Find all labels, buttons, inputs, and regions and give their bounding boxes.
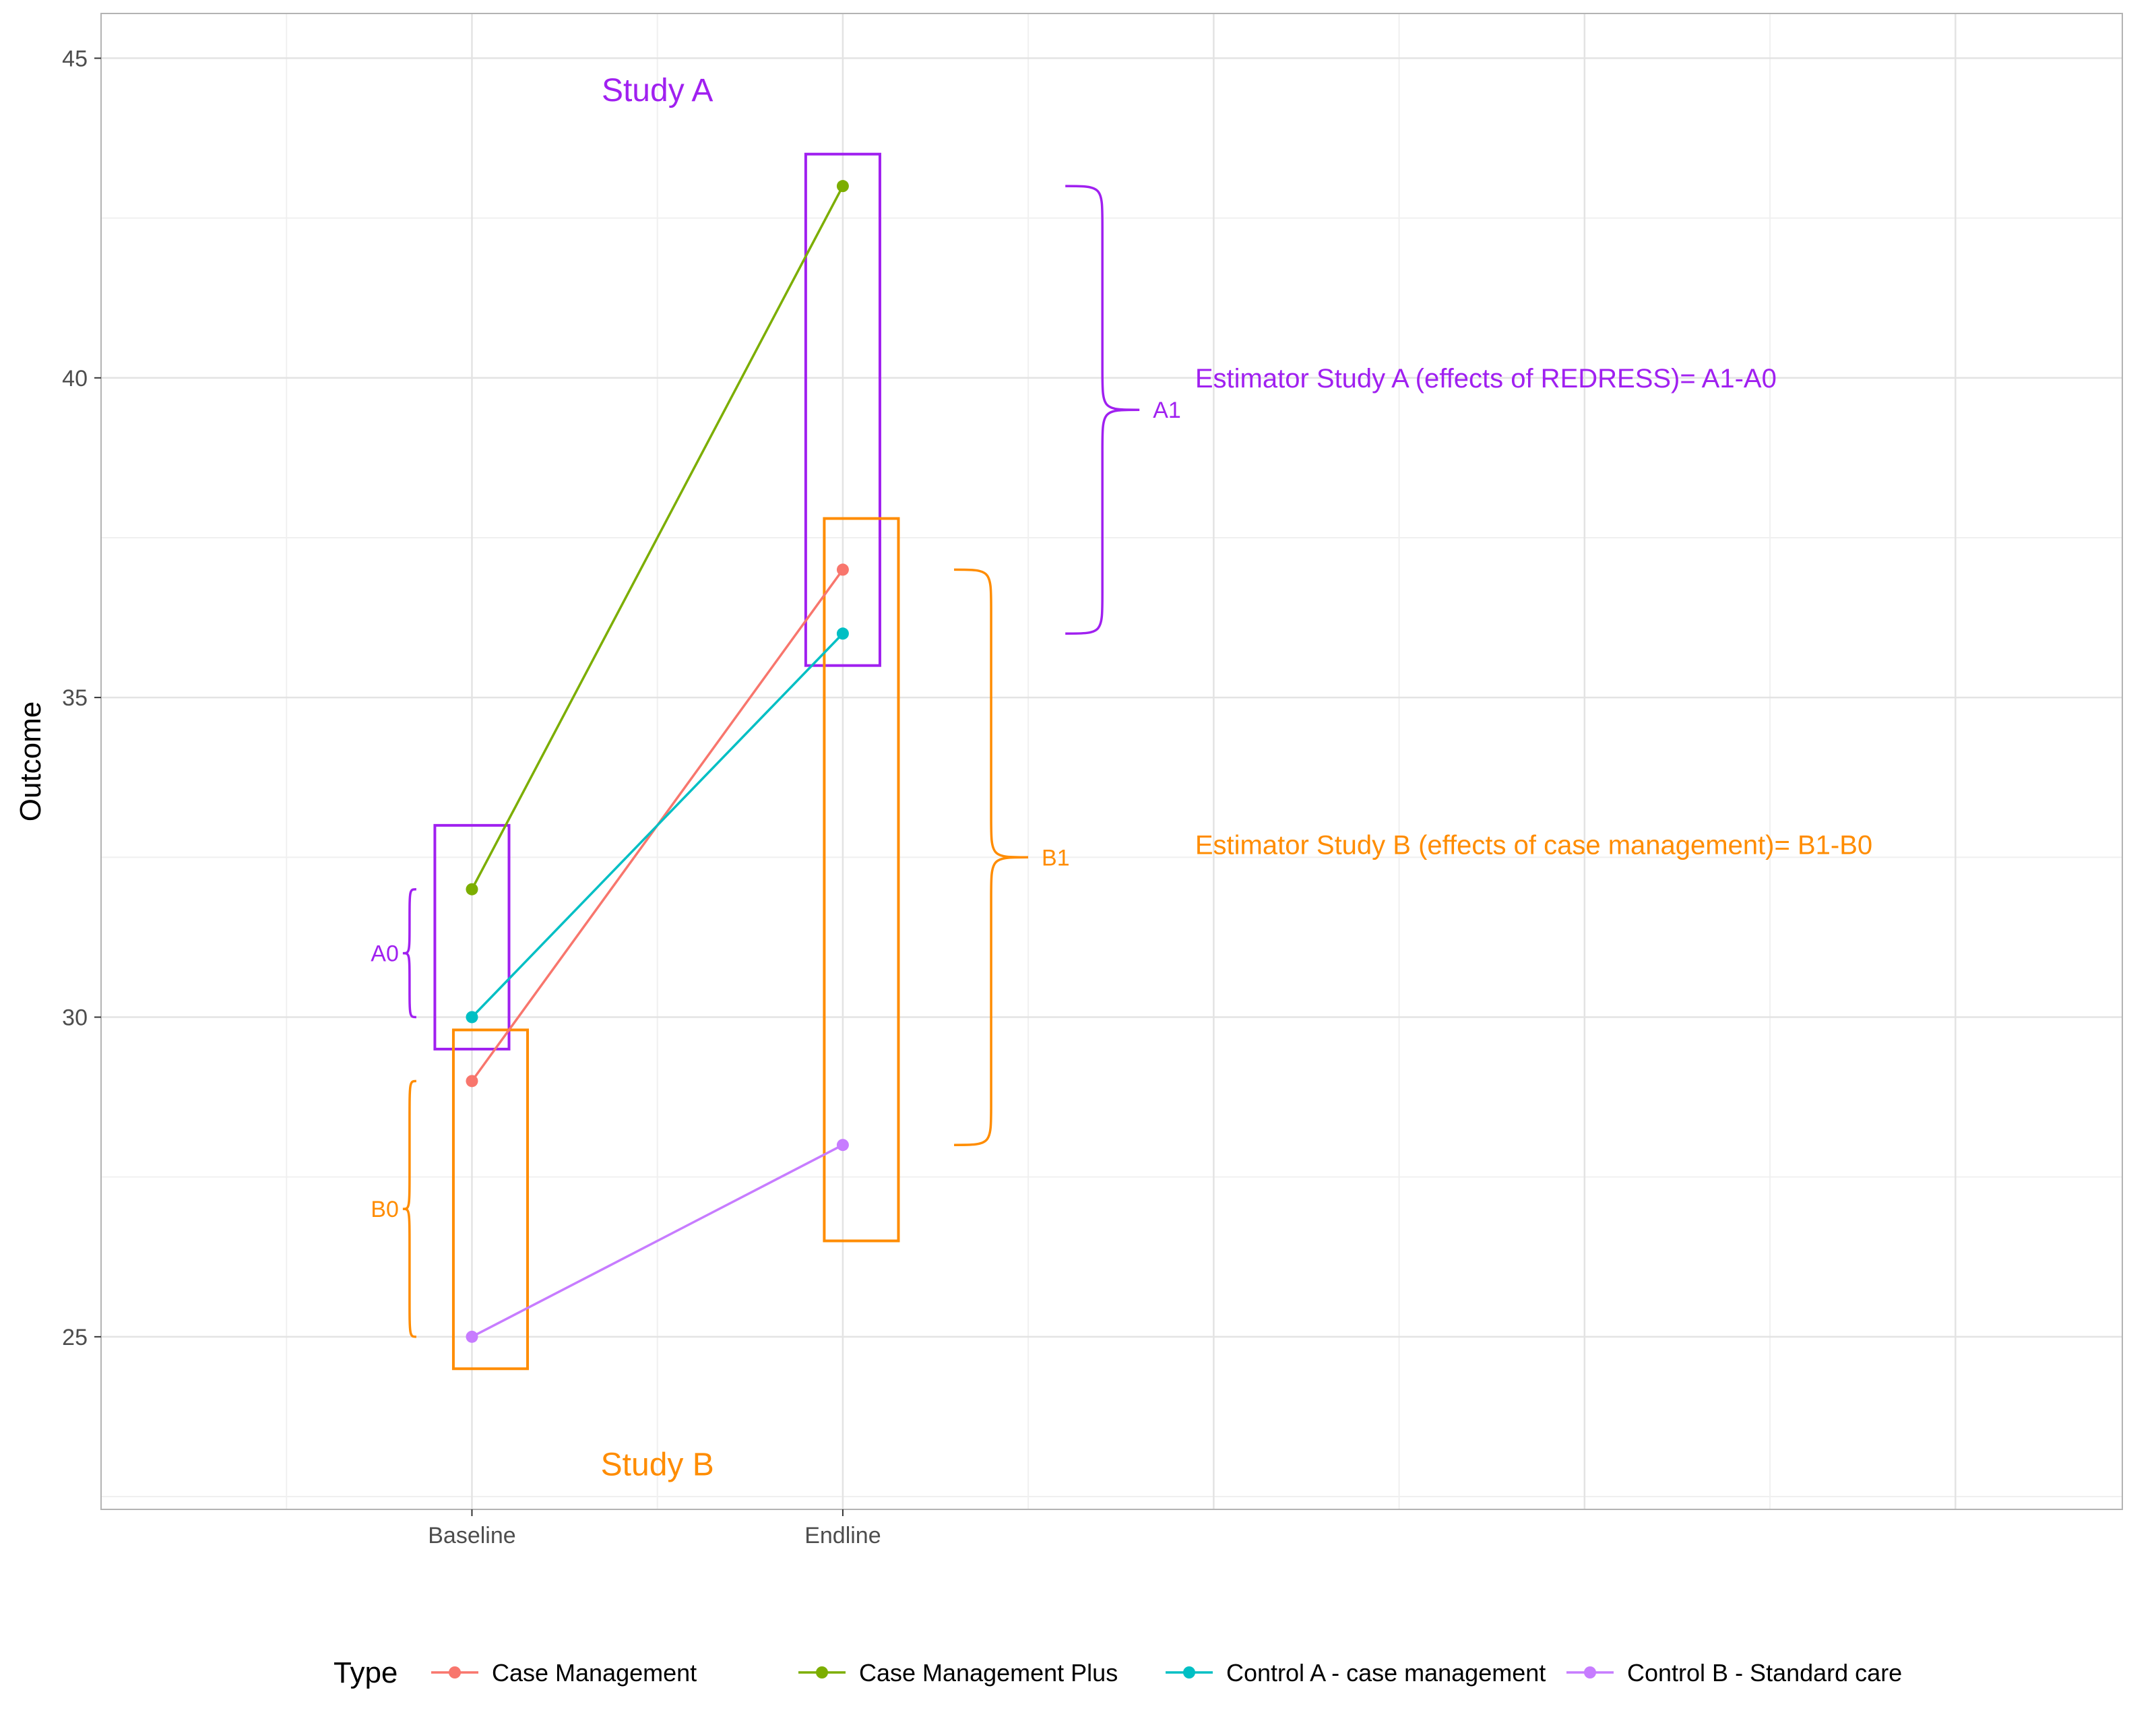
study-b-label: Study B [601, 1447, 714, 1483]
legend-key-point [816, 1666, 828, 1679]
series-line-control-b-standard-care [471, 1143, 844, 1338]
y-axis-ticks: 25 30 35 40 45 [62, 46, 101, 1350]
point-case-management-endline [836, 563, 849, 576]
legend-title: Type [334, 1656, 398, 1689]
point-control-a-case-management-endline [836, 627, 849, 640]
point-case-management-baseline [466, 1075, 478, 1088]
legend-key-point [1183, 1666, 1195, 1679]
y-tick-label: 40 [62, 366, 88, 391]
point-control-b-standard-care-baseline [466, 1330, 478, 1343]
estimator-b-text: Estimator Study B (effects of case manag… [1195, 830, 1872, 860]
y-tick-label: 45 [62, 46, 88, 71]
x-axis-ticks: Baseline Endline [428, 1509, 881, 1548]
legend-label: Case Management [492, 1659, 697, 1687]
legend-key-point [449, 1666, 461, 1679]
legend-item-control-a-case-management: Control A - case management [1166, 1659, 1546, 1687]
legend-label: Control A - case management [1226, 1659, 1546, 1687]
y-tick-label: 35 [62, 685, 88, 711]
point-case-management-plus-baseline [466, 883, 478, 896]
legend-key-point [1584, 1666, 1596, 1679]
box-a0 [433, 823, 511, 1050]
brace-a0 [402, 887, 416, 1019]
point-control-b-standard-care-endline [836, 1139, 849, 1152]
panel-border [100, 13, 2123, 1510]
point-control-a-case-management-baseline [466, 1011, 478, 1024]
y-tick-label: 30 [62, 1005, 88, 1030]
a1-label: A1 [1153, 398, 1181, 423]
grid [101, 13, 2122, 1509]
brace-b0 [402, 1079, 416, 1338]
y-tick-label: 25 [62, 1325, 88, 1350]
estimator-a-text: Estimator Study A (effects of REDRESS)= … [1195, 364, 1777, 394]
study-a-label: Study A [602, 73, 713, 108]
legend-label: Case Management Plus [859, 1659, 1118, 1687]
y-axis-title: Outcome [14, 701, 47, 822]
b0-label: B0 [371, 1197, 399, 1222]
legend-label: Control B - Standard care [1627, 1659, 1902, 1687]
annotation-boxes [433, 152, 900, 1371]
box-a1 [804, 152, 881, 667]
point-case-management-plus-endline [836, 180, 849, 193]
legend-item-case-management-plus: Case Management Plus [798, 1659, 1118, 1687]
legend-item-case-management: Case Management [431, 1659, 697, 1687]
b1-label: B1 [1042, 845, 1070, 871]
a0-label: A0 [371, 941, 399, 967]
series-layer [466, 180, 849, 1343]
x-tick-label-endline: Endline [804, 1523, 881, 1548]
legend-item-control-b-standard-care: Control B - Standard care [1566, 1659, 1902, 1687]
box-b1 [823, 517, 900, 1243]
legend: Type Case Management Case Management Plus… [334, 1656, 1902, 1689]
box-b0 [451, 1028, 530, 1371]
annotation-braces [402, 185, 1140, 1338]
series-line-control-a-case-management [471, 633, 844, 1018]
legend-items: Case Management Case Management Plus Contr… [431, 1659, 1902, 1687]
x-tick-label-baseline: Baseline [428, 1523, 515, 1548]
series-line-case-management-plus [470, 185, 844, 890]
brace-a1 [1065, 185, 1140, 635]
